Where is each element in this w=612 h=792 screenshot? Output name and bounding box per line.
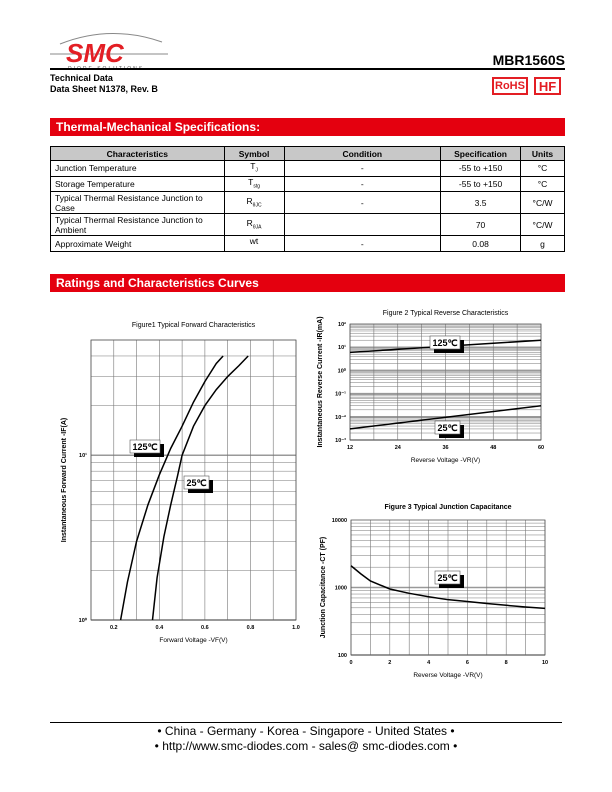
x-tick-label: 0.8 — [247, 625, 255, 631]
part-number: MBR1560S — [492, 52, 565, 68]
x-tick-label: 36 — [442, 445, 448, 451]
y-tick-label: 1000 — [335, 586, 347, 592]
symbol-text: T — [250, 161, 256, 171]
table-row: Typical Thermal Resistance Junction to A… — [50, 213, 565, 237]
x-tick-label: 48 — [490, 445, 496, 451]
symbol-text: T — [248, 176, 254, 187]
y-tick-label: 100 — [338, 653, 347, 659]
cell-units: °C/W — [520, 213, 565, 237]
series-label-box — [434, 420, 461, 435]
x-axis-label: Reverse Voltage -VR(V) — [413, 672, 482, 679]
cell-units: g — [520, 235, 565, 253]
table-row: Approximate Weight wt - 0.08 g — [50, 235, 565, 253]
symbol-text: R — [246, 195, 253, 206]
symbol-text: R — [246, 217, 253, 228]
cell-symbol: wt — [223, 235, 285, 253]
logo-text: SMC — [66, 38, 125, 68]
chart-title: Figure 2 Typical Reverse Characteristics — [383, 310, 509, 317]
series-label-box — [129, 439, 161, 454]
rohs-badge: RoHS — [492, 77, 528, 95]
section-curves: Ratings and Characteristics Curves — [50, 274, 565, 292]
symbol-subscript: stg — [253, 183, 260, 190]
y-axis-label: Instantaneous Reverse Current -IR(mA) — [317, 316, 324, 447]
spec-table: Characteristics Symbol Condition Specifi… — [50, 146, 565, 253]
chart-title: Figure1 Typical Forward Characteristics — [132, 322, 256, 329]
x-tick-label: 2 — [388, 660, 391, 666]
chart-2: Figure 2 Typical Reverse Characteristics… — [317, 310, 544, 464]
section-thermal: Thermal-Mechanical Specifications: — [50, 118, 565, 136]
doc-ref: Data Sheet N1378, Rev. B — [50, 84, 158, 94]
x-tick-label: 0.2 — [110, 625, 118, 631]
col-header: Symbol — [223, 146, 285, 161]
x-tick-label: 1.0 — [292, 625, 300, 631]
table-row: Junction Temperature TJ - -55 to +150 °C — [50, 160, 565, 177]
x-tick-label: 24 — [395, 445, 402, 451]
x-tick-label: 0.4 — [156, 625, 165, 631]
symbol-subscript: θJA — [252, 224, 262, 231]
col-header: Condition — [283, 146, 442, 161]
series-line-25c — [151, 355, 249, 621]
footer-divider — [50, 722, 562, 723]
hf-badge: HF — [534, 77, 561, 95]
x-tick-label: 60 — [538, 445, 544, 451]
symbol-subscript: J — [255, 167, 258, 174]
symbol-text: wt — [249, 236, 259, 247]
table-row: Typical Thermal Resistance Junction to C… — [50, 191, 565, 215]
x-tick-label: 6 — [466, 660, 469, 666]
x-tick-label: 8 — [505, 660, 508, 666]
cell-characteristic: Typical Thermal Resistance Junction to A… — [50, 213, 225, 237]
series-label-box — [429, 335, 461, 350]
header-divider — [50, 68, 565, 70]
y-tick-label: 10000 — [332, 518, 347, 524]
plot-frame — [350, 519, 546, 656]
footer-contact: • http://www.smc-diodes.com - sales@ smc… — [154, 739, 458, 753]
y-tick-label: 10⁻³ — [335, 437, 346, 444]
y-tick-label: 10² — [338, 321, 346, 328]
y-tick-label: 10⁻² — [335, 414, 346, 421]
col-header: Specification — [440, 146, 522, 161]
y-tick-label: 10¹ — [79, 452, 87, 459]
plot-frame — [349, 323, 542, 441]
col-header: Units — [520, 146, 565, 161]
col-header: Characteristics — [50, 146, 225, 161]
cell-symbol: RθJA — [223, 213, 285, 237]
chart-3: Figure 3 Typical Junction Capacitance 0 2 4… — [320, 504, 548, 679]
series-line-25c — [350, 565, 546, 610]
plot-frame — [90, 339, 297, 621]
chart-title: Figure 3 Typical Junction Capacitance — [384, 504, 511, 511]
x-axis-label: Reverse Voltage -VR(V) — [411, 457, 480, 464]
doc-type: Technical Data — [50, 73, 113, 83]
x-axis-label: Forward Voltage -VF(V) — [159, 637, 227, 644]
cell-characteristic: Approximate Weight — [50, 235, 225, 253]
series-label: 25℃ — [437, 573, 457, 583]
y-axis-label: Instantaneous Forward Current -IF(A) — [61, 418, 68, 542]
x-tick-label: 0 — [349, 660, 352, 666]
y-tick-label: 10⁰ — [338, 367, 347, 374]
series-label-box — [434, 570, 461, 585]
x-tick-label: 4 — [427, 660, 431, 666]
x-tick-label: 12 — [347, 445, 353, 451]
y-tick-label: 10⁻¹ — [335, 391, 346, 398]
symbol-subscript: θJC — [252, 202, 262, 209]
x-tick-label: 10 — [542, 660, 548, 666]
series-line-25c — [349, 404, 542, 430]
y-tick-label: 10¹ — [338, 344, 346, 351]
series-label: 25℃ — [437, 423, 457, 433]
y-tick-label: 10⁰ — [79, 617, 88, 624]
cell-condition: - — [283, 235, 442, 253]
series-label-box — [183, 475, 210, 490]
footer-locations: • China - Germany - Korea - Singapore - … — [157, 724, 455, 738]
series-label: 125℃ — [432, 338, 457, 348]
series-line-125c — [119, 355, 224, 621]
series-label: 25℃ — [186, 478, 206, 488]
table-header-row: Characteristics Symbol Condition Specifi… — [50, 146, 565, 161]
y-axis-label: Junction Capacitance -CT (PF) — [320, 537, 327, 639]
series-label: 125℃ — [132, 442, 157, 452]
chart-1: Figure1 Typical Forward Characteristics 0… — [61, 322, 300, 644]
x-tick-label: 0.6 — [201, 625, 209, 631]
doc-info: Technical Data Data Sheet N1378, Rev. B — [50, 73, 158, 95]
